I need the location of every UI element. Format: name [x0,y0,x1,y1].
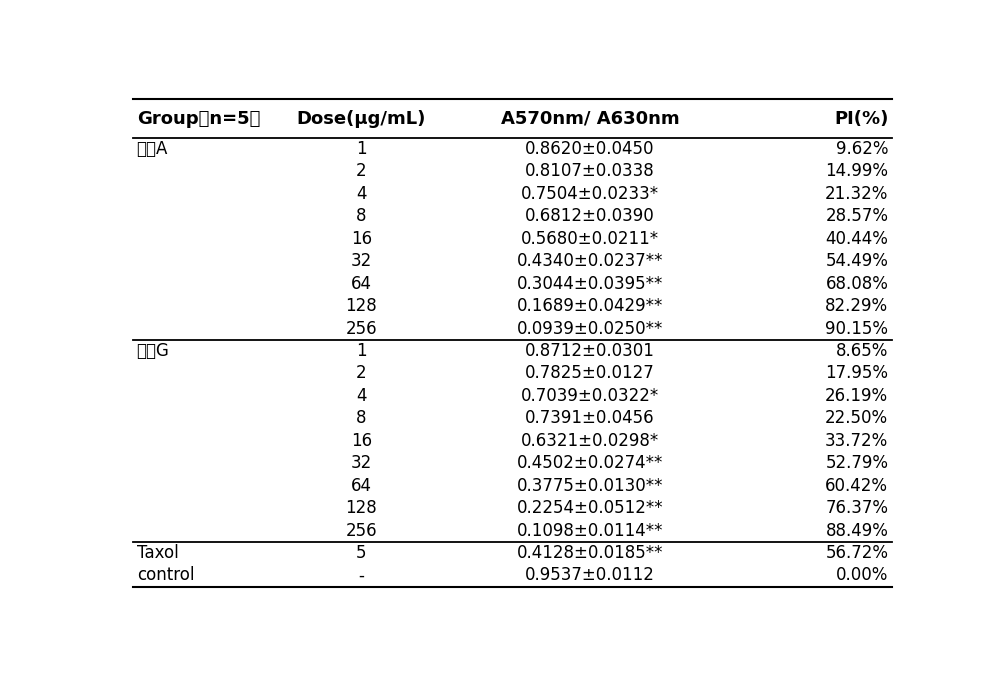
Text: 2: 2 [356,162,367,180]
Text: 64: 64 [351,275,372,293]
Text: 8: 8 [356,208,367,226]
Text: 0.2254±0.0512**: 0.2254±0.0512** [517,499,663,517]
Text: 0.4502±0.0274**: 0.4502±0.0274** [517,455,663,472]
Text: 0.8712±0.0301: 0.8712±0.0301 [525,342,655,360]
Text: 0.7825±0.0127: 0.7825±0.0127 [525,364,655,382]
Text: 256: 256 [346,319,377,337]
Text: 0.6812±0.0390: 0.6812±0.0390 [525,208,655,226]
Text: 0.8107±0.0338: 0.8107±0.0338 [525,162,655,180]
Text: 21.32%: 21.32% [825,185,888,203]
Text: -: - [358,566,364,584]
Text: 82.29%: 82.29% [825,297,888,315]
Text: 蛋白G: 蛋白G [137,342,170,360]
Text: 9.62%: 9.62% [836,140,888,158]
Text: 60.42%: 60.42% [825,477,888,495]
Text: A570nm/ A630nm: A570nm/ A630nm [501,110,679,128]
Text: 0.8620±0.0450: 0.8620±0.0450 [525,140,655,158]
Text: 32: 32 [351,455,372,472]
Text: 256: 256 [346,522,377,539]
Text: 17.95%: 17.95% [825,364,888,382]
Text: 0.9537±0.0112: 0.9537±0.0112 [525,566,655,584]
Text: 0.6321±0.0298*: 0.6321±0.0298* [521,432,659,450]
Text: 26.19%: 26.19% [825,387,888,405]
Text: 56.72%: 56.72% [825,544,888,562]
Text: 蛋白A: 蛋白A [137,140,168,158]
Text: 1: 1 [356,140,367,158]
Text: 22.50%: 22.50% [825,409,888,428]
Text: 0.4340±0.0237**: 0.4340±0.0237** [517,252,663,270]
Text: 33.72%: 33.72% [825,432,888,450]
Text: 68.08%: 68.08% [826,275,888,293]
Text: 40.44%: 40.44% [826,230,888,248]
Text: 64: 64 [351,477,372,495]
Text: Taxol: Taxol [137,544,178,562]
Text: 0.5680±0.0211*: 0.5680±0.0211* [521,230,659,248]
Text: 128: 128 [346,499,377,517]
Text: 0.3775±0.0130**: 0.3775±0.0130** [517,477,663,495]
Text: 0.0939±0.0250**: 0.0939±0.0250** [517,319,663,337]
Text: control: control [137,566,194,584]
Text: 4: 4 [356,185,367,203]
Text: 128: 128 [346,297,377,315]
Text: 0.1098±0.0114**: 0.1098±0.0114** [517,522,663,539]
Text: 0.1689±0.0429**: 0.1689±0.0429** [517,297,663,315]
Text: 32: 32 [351,252,372,270]
Text: Dose(μg/mL): Dose(μg/mL) [297,110,426,128]
Text: 0.00%: 0.00% [836,566,888,584]
Text: 2: 2 [356,364,367,382]
Text: 8.65%: 8.65% [836,342,888,360]
Text: 0.7391±0.0456: 0.7391±0.0456 [525,409,655,428]
Text: PI(%): PI(%) [834,110,888,128]
Text: 76.37%: 76.37% [825,499,888,517]
Text: 90.15%: 90.15% [825,319,888,337]
Text: 54.49%: 54.49% [826,252,888,270]
Text: 0.4128±0.0185**: 0.4128±0.0185** [517,544,663,562]
Text: 16: 16 [351,230,372,248]
Text: 1: 1 [356,342,367,360]
Text: 8: 8 [356,409,367,428]
Text: 0.7504±0.0233*: 0.7504±0.0233* [521,185,659,203]
Text: 4: 4 [356,387,367,405]
Text: 16: 16 [351,432,372,450]
Text: 5: 5 [356,544,367,562]
Text: 0.7039±0.0322*: 0.7039±0.0322* [521,387,659,405]
Text: 88.49%: 88.49% [826,522,888,539]
Text: 28.57%: 28.57% [825,208,888,226]
Text: 14.99%: 14.99% [825,162,888,180]
Text: 0.3044±0.0395**: 0.3044±0.0395** [517,275,663,293]
Text: Group（n=5）: Group（n=5） [137,110,260,128]
Text: 52.79%: 52.79% [825,455,888,472]
